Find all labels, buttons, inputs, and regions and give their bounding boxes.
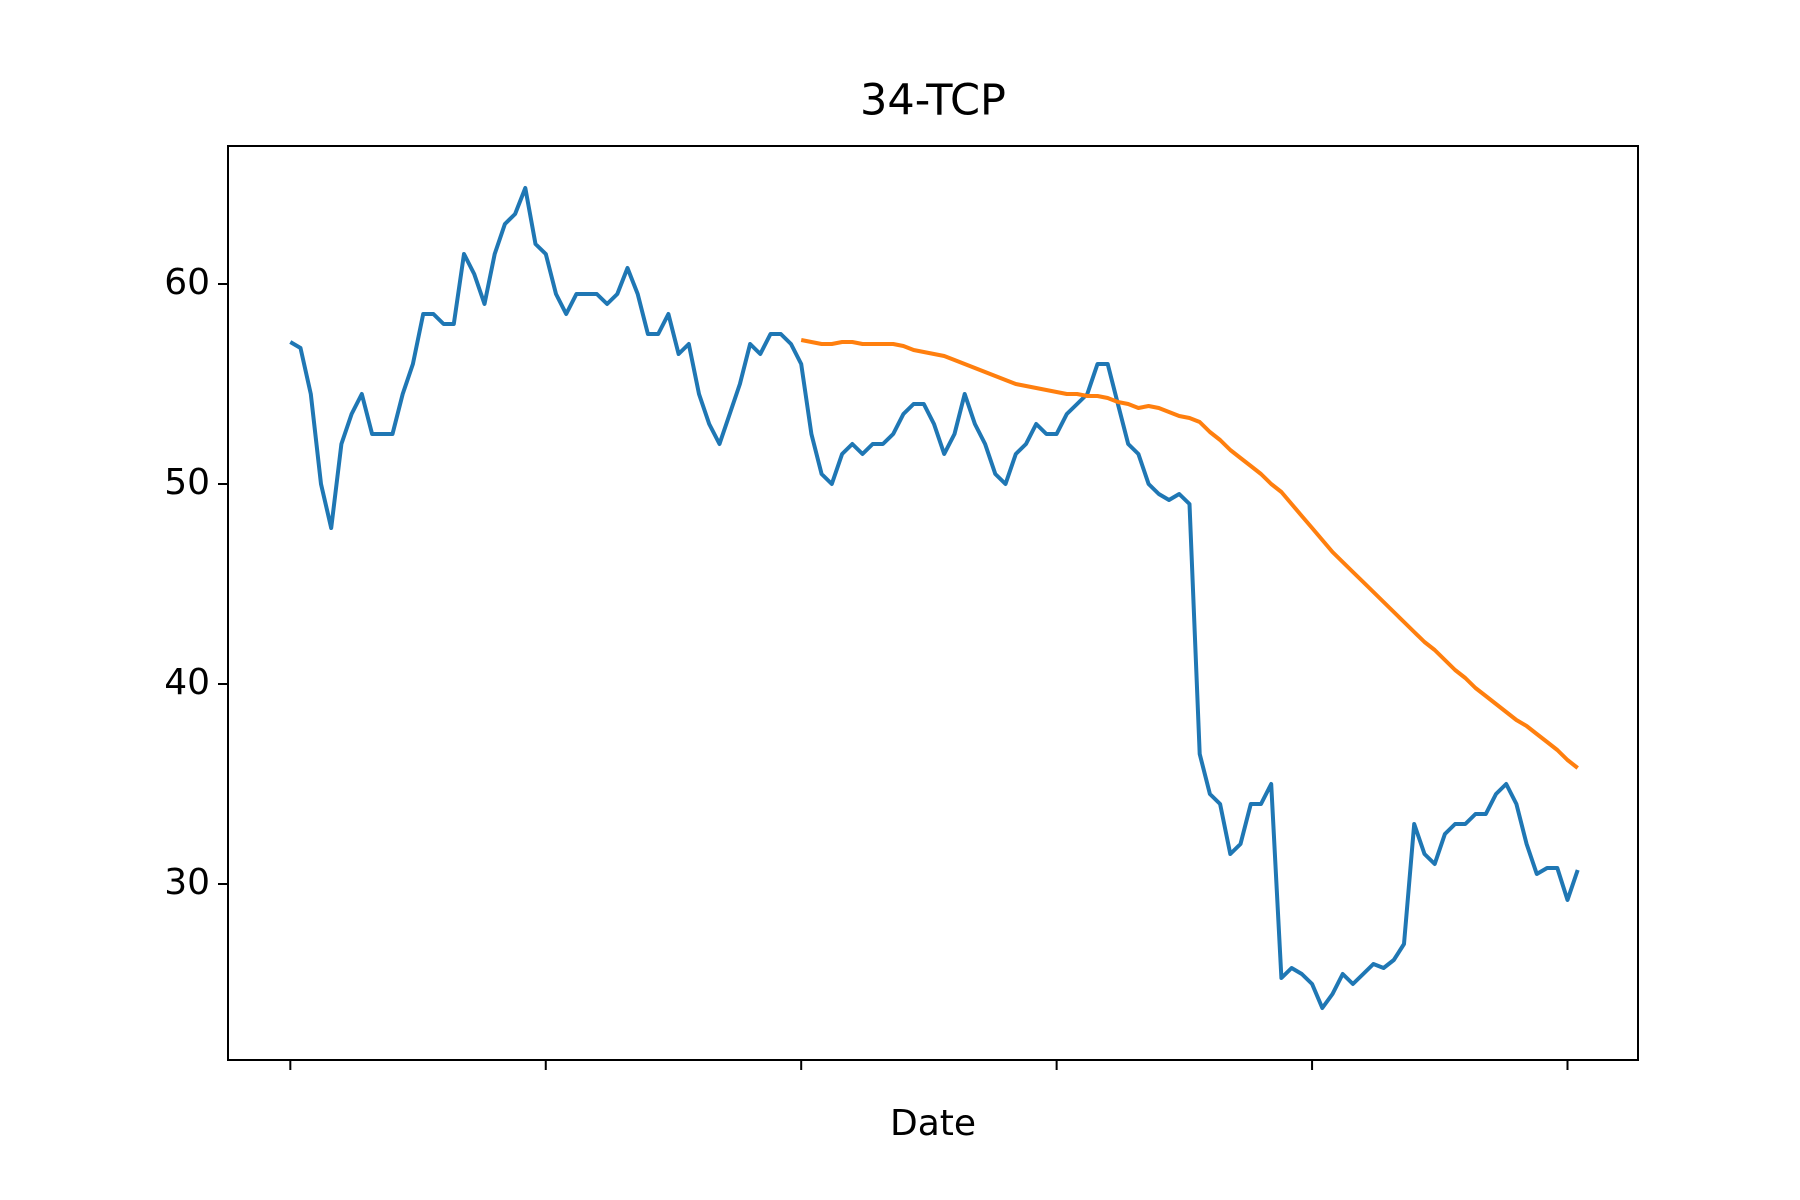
y-tick-label: 40 bbox=[164, 662, 210, 703]
series-line bbox=[289, 186, 1580, 1010]
series-line bbox=[800, 338, 1579, 770]
x-axis-label: Date bbox=[890, 1103, 976, 1144]
y-tick-label: 30 bbox=[164, 862, 210, 903]
y-tick-label: 60 bbox=[164, 262, 210, 303]
y-tick-label: 50 bbox=[164, 462, 210, 503]
plot-frame bbox=[227, 145, 1639, 1061]
chart-title: 34-TCP bbox=[860, 76, 1006, 126]
